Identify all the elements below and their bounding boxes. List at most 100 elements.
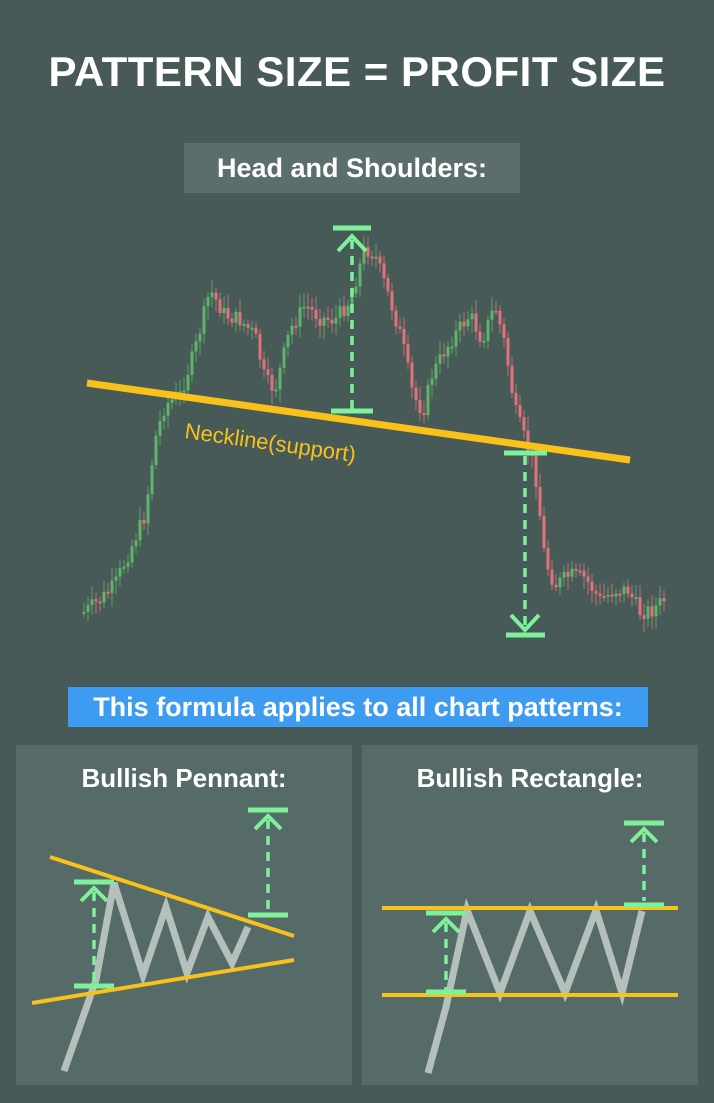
candle-body bbox=[430, 378, 434, 385]
candle-body bbox=[98, 601, 102, 604]
candle-body bbox=[190, 351, 194, 375]
candle-body bbox=[598, 593, 602, 597]
candle-body bbox=[314, 309, 318, 320]
candle-body bbox=[646, 606, 650, 619]
candle-body bbox=[462, 321, 466, 327]
candle-body bbox=[246, 323, 250, 328]
candle-body bbox=[566, 571, 570, 577]
candle-body bbox=[218, 299, 222, 314]
candle-body bbox=[578, 570, 582, 573]
candle-body bbox=[582, 570, 586, 577]
candle-body bbox=[186, 374, 190, 391]
pennant-lower-trendline bbox=[31, 958, 295, 1005]
candle-body bbox=[426, 384, 430, 416]
candle-body bbox=[198, 333, 202, 342]
profit-target-marker bbox=[624, 820, 664, 908]
candle-body bbox=[610, 594, 614, 597]
candle-body bbox=[366, 247, 370, 257]
candle-body bbox=[402, 328, 406, 345]
candle-body bbox=[594, 591, 598, 594]
candle-body bbox=[614, 593, 618, 597]
candlestick-series bbox=[82, 235, 666, 633]
candle-body bbox=[554, 584, 558, 588]
candle-body bbox=[410, 362, 414, 388]
candle-body bbox=[662, 598, 666, 602]
candle-body bbox=[302, 306, 306, 309]
pattern-height-marker bbox=[331, 225, 373, 414]
candle-body bbox=[638, 596, 642, 616]
profit-target-marker bbox=[248, 807, 288, 918]
candle-body bbox=[362, 247, 366, 264]
candle-body bbox=[358, 263, 362, 287]
candle-body bbox=[526, 430, 530, 452]
candle-body bbox=[434, 363, 438, 379]
candle-body bbox=[626, 586, 630, 594]
candle-body bbox=[442, 354, 446, 357]
candle-body bbox=[138, 519, 142, 541]
candle-body bbox=[270, 375, 274, 391]
candle-body bbox=[114, 576, 118, 581]
candle-body bbox=[258, 333, 262, 360]
candle-body bbox=[210, 292, 214, 298]
candle-body bbox=[158, 421, 162, 436]
candle-body bbox=[90, 599, 94, 605]
candle-body bbox=[290, 325, 294, 335]
candle-body bbox=[602, 596, 606, 599]
profit-target-marker bbox=[504, 450, 547, 638]
candle-body bbox=[482, 340, 486, 343]
candle-body bbox=[590, 581, 594, 592]
head-and-shoulders-chart: Neckline(support) bbox=[82, 225, 666, 638]
candle-body bbox=[86, 604, 90, 612]
candle-body bbox=[250, 327, 254, 330]
candle-body bbox=[166, 402, 170, 416]
candle-body bbox=[386, 278, 390, 292]
candle-body bbox=[538, 486, 542, 517]
candle-body bbox=[518, 405, 522, 418]
bullish-pennant-title: Bullish Pennant: bbox=[81, 763, 287, 793]
candle-body bbox=[182, 390, 186, 393]
candle-body bbox=[474, 313, 478, 332]
candle-body bbox=[406, 344, 410, 363]
candle-body bbox=[458, 321, 462, 331]
candle-body bbox=[126, 562, 130, 567]
candle-body bbox=[570, 568, 574, 577]
candle-body bbox=[334, 317, 338, 324]
candle-body bbox=[274, 389, 278, 392]
candle-body bbox=[354, 286, 358, 294]
bullish-pennant-panel: Bullish Pennant: bbox=[16, 745, 352, 1085]
candle-body bbox=[282, 347, 286, 368]
candle-body bbox=[542, 516, 546, 548]
candle-body bbox=[630, 593, 634, 598]
candle-body bbox=[562, 571, 566, 578]
candle-body bbox=[422, 413, 426, 416]
candle-body bbox=[142, 519, 146, 524]
candle-body bbox=[378, 256, 382, 264]
candle-body bbox=[506, 337, 510, 366]
candle-body bbox=[534, 455, 538, 487]
candle-body bbox=[642, 615, 646, 619]
candle-body bbox=[478, 331, 482, 342]
candle-body bbox=[650, 606, 654, 617]
candle-body bbox=[546, 547, 550, 570]
candle-body bbox=[634, 596, 638, 599]
pattern-height-marker bbox=[74, 879, 114, 989]
candle-body bbox=[374, 256, 378, 259]
candle-body bbox=[370, 256, 374, 259]
candle-body bbox=[390, 291, 394, 311]
candle-body bbox=[586, 576, 590, 582]
price-path bbox=[60, 881, 252, 1073]
candle-body bbox=[606, 594, 610, 597]
candle-body bbox=[178, 391, 182, 394]
candle-body bbox=[262, 359, 266, 370]
bullish-rectangle-diagram bbox=[382, 820, 678, 1074]
candle-body bbox=[450, 346, 454, 349]
pennant-upper-trendline bbox=[49, 855, 295, 938]
candle-body bbox=[502, 324, 506, 338]
bullish-rectangle-title: Bullish Rectangle: bbox=[416, 763, 644, 793]
candle-body bbox=[82, 611, 86, 614]
candle-body bbox=[254, 327, 258, 334]
candle-body bbox=[146, 494, 150, 524]
candle-body bbox=[106, 591, 110, 594]
candle-body bbox=[350, 293, 354, 306]
candle-body bbox=[490, 310, 494, 320]
